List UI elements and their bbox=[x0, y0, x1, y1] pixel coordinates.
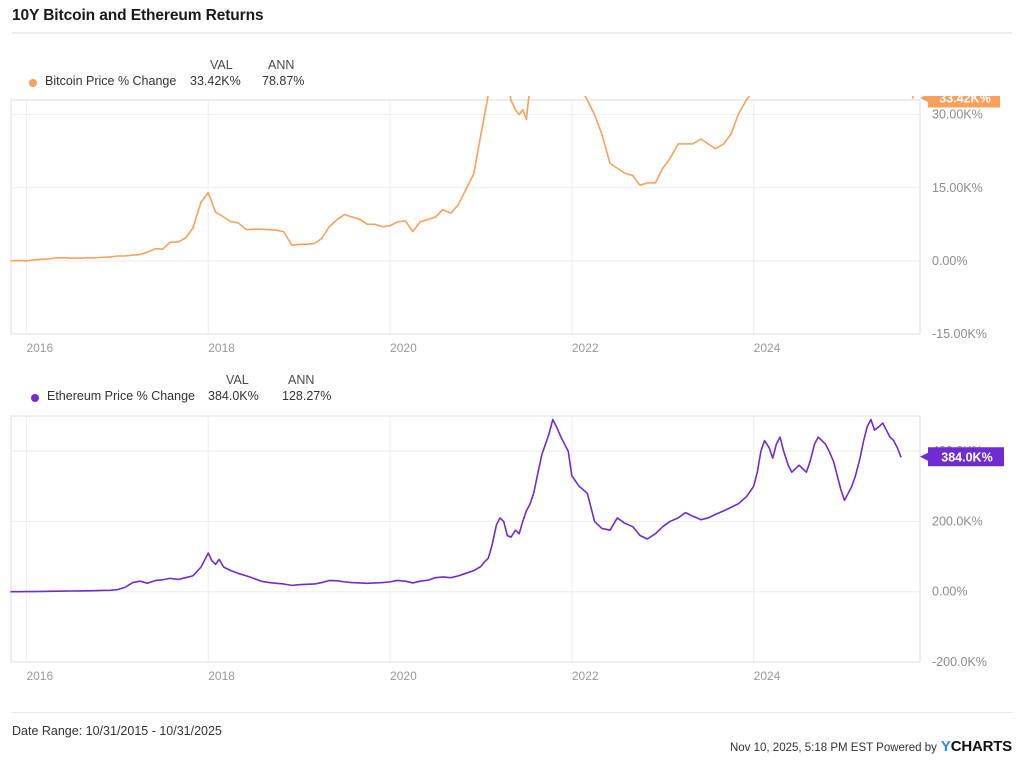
svg-text:0.00%: 0.00% bbox=[932, 254, 967, 268]
legend-annualized-bitcoin: 78.87% bbox=[262, 74, 305, 88]
attribution: Nov 10, 2025, 5:18 PM EST Powered by YCH… bbox=[730, 738, 1012, 755]
svg-text:2018: 2018 bbox=[208, 669, 235, 682]
chart-panel-bitcoin[interactable]: -15.00K% 0.00% 15.00K% 30.00K% 2016 2018 2020 2… bbox=[0, 96, 1024, 356]
page-title: 10Y Bitcoin and Ethereum Returns bbox=[12, 7, 264, 24]
svg-text:2020: 2020 bbox=[390, 341, 417, 355]
legend-header-val: VAL bbox=[226, 373, 249, 387]
svg-text:384.0K%: 384.0K% bbox=[941, 450, 992, 464]
legend-annualized-ethereum: 128.27% bbox=[282, 389, 332, 403]
legend-header-ann: ANN bbox=[288, 373, 315, 387]
svg-text:2022: 2022 bbox=[572, 341, 599, 355]
svg-text:-15.00K%: -15.00K% bbox=[932, 327, 987, 341]
timestamp-label: Nov 10, 2025, 5:18 PM EST Powered by bbox=[729, 742, 937, 754]
svg-text:30.00K%: 30.00K% bbox=[932, 108, 983, 122]
svg-text:15.00K%: 15.00K% bbox=[932, 181, 983, 195]
svg-text:2016: 2016 bbox=[26, 341, 53, 355]
ethereum-chart-svg: -200.0K%0.00%200.0K%400.0K%2016201820202… bbox=[10, 415, 1004, 682]
svg-text:2020: 2020 bbox=[390, 669, 417, 682]
legend-header-val: VAL bbox=[210, 58, 233, 72]
legend-value-ethereum: 384.0K% bbox=[208, 389, 259, 403]
ycharts-logo-y: Y bbox=[940, 738, 951, 755]
legend-color-dot-bitcoin bbox=[29, 79, 37, 87]
svg-text:2024: 2024 bbox=[754, 341, 781, 355]
svg-text:33.42K%: 33.42K% bbox=[939, 96, 990, 105]
header-divider bbox=[12, 32, 1012, 34]
svg-text:2016: 2016 bbox=[26, 669, 53, 682]
ycharts-logo-text: CHARTS bbox=[950, 738, 1013, 755]
svg-text:200.0K%: 200.0K% bbox=[932, 514, 983, 528]
legend-series-name-bitcoin: Bitcoin Price % Change bbox=[45, 74, 177, 88]
ycharts-logo: YCHARTS bbox=[941, 738, 1012, 755]
svg-text:2018: 2018 bbox=[208, 341, 235, 355]
date-range-label: Date Range: 10/31/2015 - 10/31/2025 bbox=[12, 724, 222, 738]
chart-panel-ethereum[interactable]: -200.0K%0.00%200.0K%400.0K%2016201820202… bbox=[0, 412, 1024, 682]
svg-text:2022: 2022 bbox=[572, 669, 599, 682]
legend-value-bitcoin: 33.42K% bbox=[190, 74, 241, 88]
legend-color-dot-ethereum bbox=[31, 394, 39, 402]
bitcoin-chart-svg: -15.00K% 0.00% 15.00K% 30.00K% 2016 2018 2020 2… bbox=[10, 96, 1000, 355]
footer-divider bbox=[12, 712, 1012, 713]
legend-series-name-ethereum: Ethereum Price % Change bbox=[47, 389, 195, 403]
legend-header-ann: ANN bbox=[268, 58, 295, 72]
svg-text:2024: 2024 bbox=[754, 669, 781, 682]
svg-text:0.00%: 0.00% bbox=[932, 585, 967, 599]
svg-text:-200.0K%: -200.0K% bbox=[932, 655, 987, 669]
